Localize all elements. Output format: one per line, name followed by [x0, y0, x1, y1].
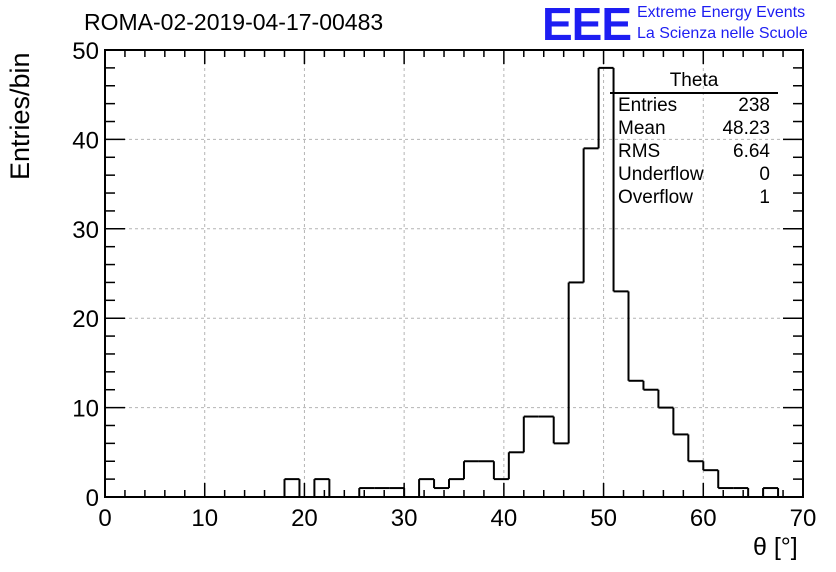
stats-value: 1	[759, 187, 770, 208]
stats-label: Entries	[618, 95, 678, 116]
x-tick-label: 10	[191, 505, 218, 532]
x-tick-label: 40	[491, 505, 518, 532]
y-tick-label: 50	[72, 38, 99, 65]
y-tick-label: 30	[72, 217, 99, 244]
x-tick-label: 70	[790, 505, 817, 532]
y-tick-label: 40	[72, 127, 99, 154]
stats-title: Theta	[610, 70, 778, 94]
eee-logo: EEE	[542, 0, 632, 50]
grid-lines	[105, 50, 803, 497]
logo-line-1: Extreme Energy Events	[637, 4, 806, 21]
x-axis-label: θ [°]	[753, 533, 798, 561]
stats-row-entries: Entries 238	[610, 94, 778, 117]
x-tick-label: 60	[690, 505, 717, 532]
stats-value: 6.64	[733, 141, 770, 162]
stats-label: RMS	[618, 141, 661, 162]
x-tick-label: 50	[590, 505, 617, 532]
y-tick-label: 20	[72, 306, 99, 333]
stats-box: Theta Entries 238 Mean 48.23 RMS 6.64 Un…	[610, 70, 778, 209]
x-tick-label: 20	[291, 505, 318, 532]
plot-border	[104, 49, 804, 498]
plot-frame	[104, 49, 804, 498]
y-tick-label: 0	[86, 485, 99, 512]
chart-title: ROMA-02-2019-04-17-00483	[84, 9, 384, 35]
x-tick-label: 30	[391, 505, 418, 532]
stats-row-rms: RMS 6.64	[610, 140, 778, 163]
stats-value: 48.23	[722, 118, 770, 139]
stats-label: Overflow	[618, 187, 693, 208]
axis-ticks	[104, 49, 804, 498]
x-tick-label: 0	[98, 505, 111, 532]
stats-value: 0	[759, 164, 770, 185]
logo-line-2: La Scienza nelle Scuole	[637, 25, 808, 42]
stats-label: Underflow	[618, 164, 704, 185]
stats-row-underflow: Underflow 0	[610, 163, 778, 186]
stats-value: 238	[738, 95, 770, 116]
y-axis-label: Entries/bin	[5, 52, 35, 180]
stats-row-overflow: Overflow 1	[610, 186, 778, 209]
stats-label: Mean	[618, 118, 666, 139]
stats-row-mean: Mean 48.23	[610, 117, 778, 140]
y-tick-label: 10	[72, 396, 99, 423]
